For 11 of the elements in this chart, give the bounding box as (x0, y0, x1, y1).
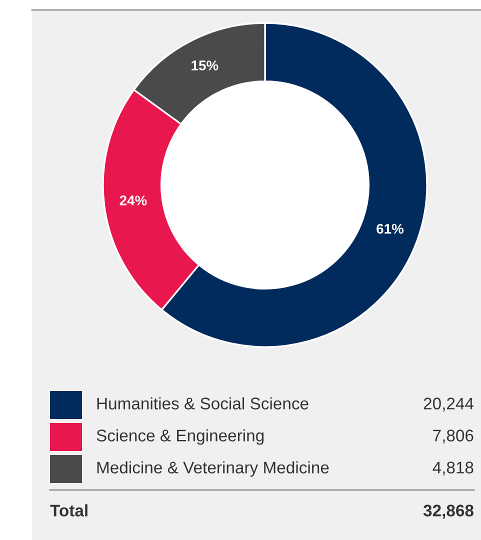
text: 20,244 (424, 398, 474, 412)
text: Total (50, 504, 88, 516)
text: 4,818 (432, 462, 474, 476)
text: 7,806 (433, 430, 474, 444)
legend-label: Science & Engineering (96, 429, 264, 445)
legend-label: Humanities & Social Science (97, 397, 308, 410)
data-label: 24% (120, 196, 147, 206)
text: 32,868 (423, 504, 474, 519)
data-label: 15% (192, 60, 218, 70)
data-label: 61% (376, 224, 404, 234)
legend-label: Medicine & Veterinary Medicine (97, 461, 329, 477)
